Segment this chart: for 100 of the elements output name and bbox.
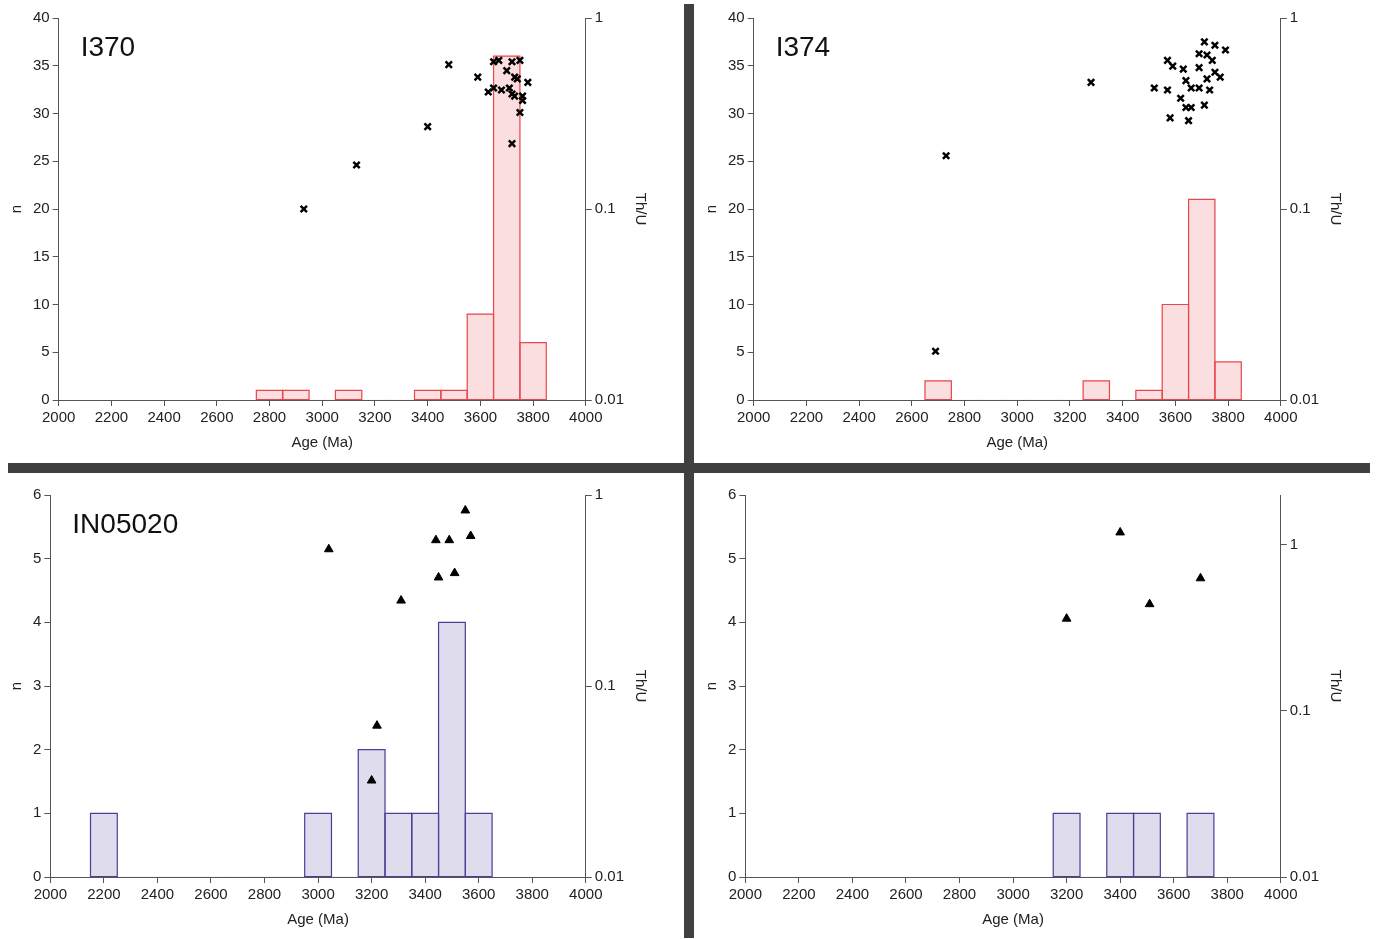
y-axis-title: n [702,681,720,691]
y-tick-label: 6 [728,485,737,503]
y2-tick-label: 0.1 [1289,701,1311,719]
y-tick-label: 2 [728,739,737,757]
y2-tick-label: 0.1 [594,676,616,694]
y2-tick-label: 0.1 [594,199,616,217]
x-tick-label: 3200 [354,885,389,903]
y-tick-label: 1 [728,803,737,821]
y2-tick-label: 0.01 [594,390,625,408]
y-tick-label: 0 [728,867,737,885]
x-tick-label: 2800 [247,885,282,903]
x-tick-label: 2800 [947,408,982,426]
x-tick-label: 3600 [1157,885,1191,903]
x-tick-label: 3400 [1103,885,1137,903]
y2-tick-label: 1 [1289,8,1299,26]
x-tick-label: 2000 [33,885,68,903]
y-tick-label: 30 [728,103,745,121]
x-axis-title: Age (Ma) [982,910,1044,928]
y2-tick-label: 0.01 [1289,390,1320,408]
x-tick-label: 2200 [87,885,121,903]
y-tick-label: 20 [728,199,745,217]
y-tick-label: 10 [728,294,745,312]
y-tick-label: 4 [728,612,737,630]
x-tick-label: 2200 [782,885,816,903]
y-tick-label: 25 [33,151,50,169]
y2-tick-label: 0.01 [1289,867,1320,885]
y-tick-label: 15 [33,246,50,264]
x-tick-label: 2400 [147,408,181,426]
y2-tick-label: 1 [594,485,604,503]
y-axis-title: n [7,681,25,691]
text: I374 [775,30,831,62]
x-tick-label: 2600 [895,408,929,426]
x-tick-label: 2200 [789,408,824,426]
text: IN05020 [72,507,179,539]
y-tick-label: 6 [33,485,42,503]
y-axis-title: n [702,204,720,214]
x-tick-label: 4000 [1264,408,1298,426]
y2-tick-label: 0.01 [594,867,625,885]
x-tick-label: 2600 [194,885,228,903]
y-tick-label: 20 [33,199,50,217]
y-tick-label: 2 [33,739,42,757]
y-tick-label: 15 [728,246,745,264]
x-tick-label: 2400 [842,408,876,426]
x-tick-label: 4000 [569,885,603,903]
x-tick-label: 3400 [408,885,442,903]
y-tick-label: 5 [728,548,737,566]
y-tick-label: 3 [33,676,42,694]
y2-axis-title: Th/U [632,192,650,226]
y-tick-label: 40 [728,8,745,26]
y-tick-label: 30 [33,103,50,121]
y-tick-label: 5 [33,548,42,566]
y-tick-label: 5 [41,342,50,360]
x-tick-label: 2800 [252,408,287,426]
x-tick-label: 2000 [737,408,771,426]
y-tick-label: 35 [728,55,745,73]
y2-tick-label: 1 [1289,535,1299,553]
x-tick-label: 3800 [516,408,550,426]
x-tick-label: 2000 [42,408,76,426]
x-axis-title: Age (Ma) [986,433,1049,451]
y-tick-label: 40 [33,8,50,26]
y2-axis-title: Th/U [1327,192,1345,226]
y2-axis-title: Th/U [632,669,650,703]
x-tick-label: 3600 [462,885,496,903]
y-axis-title: n [7,204,25,214]
y2-axis-title: Th/U [1327,669,1345,703]
x-tick-label: 2000 [728,885,763,903]
x-tick-label: 3200 [358,408,392,426]
y-tick-label: 0 [33,867,42,885]
y-tick-label: 4 [33,612,42,630]
x-tick-label: 3600 [463,408,498,426]
x-axis-title: Age (Ma) [287,910,349,928]
x-tick-label: 3000 [996,885,1030,903]
x-tick-label: 2400 [835,885,870,903]
x-tick-label: 3000 [301,885,335,903]
x-tick-label: 2200 [94,408,129,426]
x-tick-label: 3200 [1053,408,1087,426]
x-tick-label: 3400 [410,408,445,426]
text: I370 [80,30,136,62]
y-tick-label: 35 [33,55,50,73]
y-tick-label: 5 [736,342,745,360]
y-tick-label: 0 [41,390,50,408]
x-tick-label: 3600 [1158,408,1193,426]
x-tick-label: 2400 [140,885,175,903]
x-tick-label: 2600 [200,408,234,426]
x-tick-label: 4000 [1264,885,1298,903]
x-tick-label: 4000 [569,408,603,426]
x-tick-label: 3800 [1211,408,1245,426]
x-tick-label: 2600 [889,885,923,903]
y2-tick-label: 1 [594,8,604,26]
y-tick-label: 25 [728,151,745,169]
y-tick-label: 10 [33,294,50,312]
x-tick-label: 3400 [1105,408,1140,426]
x-tick-label: 3800 [1210,885,1244,903]
x-tick-label: 2800 [942,885,977,903]
x-tick-label: 3200 [1049,885,1084,903]
x-tick-label: 3800 [515,885,549,903]
y-tick-label: 1 [33,803,42,821]
y2-tick-label: 0.1 [1289,199,1311,217]
x-tick-label: 3000 [305,408,339,426]
x-axis-title: Age (Ma) [291,433,354,451]
